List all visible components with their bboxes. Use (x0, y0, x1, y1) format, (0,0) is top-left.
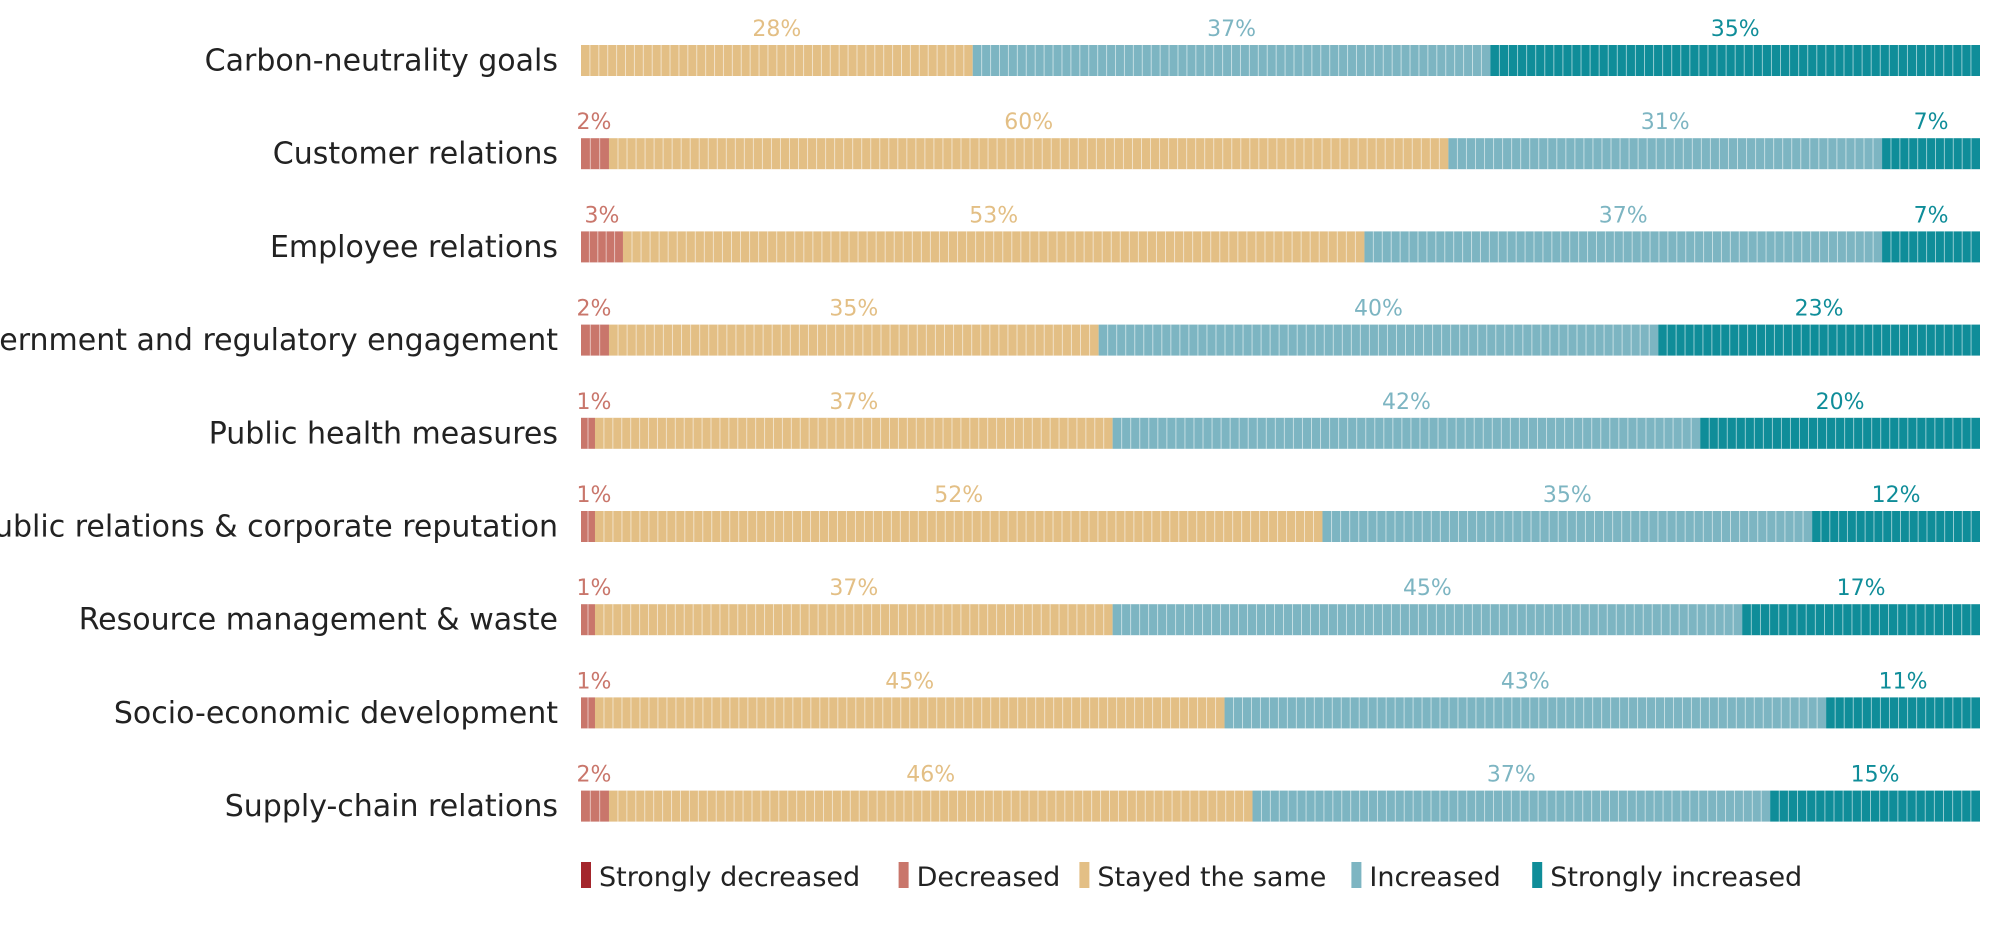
data-label-strongly-increased: 12% (1872, 483, 1921, 508)
data-label-stayed-the-same: 35% (829, 297, 878, 322)
data-label-decreased: 2% (577, 297, 612, 322)
data-label-strongly-increased: 20% (1816, 390, 1865, 415)
data-label-increased: 40% (1354, 297, 1403, 322)
bar-segment-strongly-increased (1882, 138, 1980, 170)
data-label-stayed-the-same: 46% (906, 763, 955, 788)
chart-legend: Strongly decreased Decreased Stayed the sa… (581, 862, 1802, 893)
data-label-decreased: 1% (577, 669, 612, 694)
legend-swatch (581, 862, 591, 888)
category-label: Socio-economic development (114, 696, 558, 731)
bar-segment-strongly-increased (1770, 790, 1980, 822)
bar-row-carbon-neutrality-goals: Carbon-neutrality goals 28% 37% 35% (205, 17, 1980, 79)
bar-segment-strongly-increased (1826, 697, 1980, 729)
legend-item-strongly-increased: Strongly increased (1532, 862, 1802, 893)
bar-segment-decreased (581, 231, 623, 263)
legend-label: Stayed the same (1097, 862, 1326, 893)
bar-segment-increased (1112, 417, 1701, 449)
bar-row-supply-chain-relations: Supply-chain relations 2% 46% 37% 15% (225, 763, 1980, 824)
data-label-decreased: 1% (577, 576, 612, 601)
bar-segment-strongly-increased (1812, 511, 1980, 542)
category-label: Customer relations (273, 137, 558, 172)
legend-item-strongly-decreased: Strongly decreased (581, 862, 860, 893)
data-label-stayed-the-same: 60% (1004, 110, 1053, 135)
data-label-increased: 37% (1599, 203, 1648, 228)
data-label-strongly-increased: 7% (1914, 203, 1949, 228)
data-label-decreased: 1% (577, 483, 612, 508)
data-label-strongly-increased: 23% (1795, 297, 1844, 322)
legend-swatch (1532, 862, 1543, 888)
data-label-increased: 31% (1641, 110, 1690, 135)
data-label-strongly-increased: 17% (1837, 576, 1886, 601)
data-label-strongly-increased: 15% (1851, 763, 1900, 788)
bar-segment-decreased (581, 790, 609, 822)
data-label-stayed-the-same: 37% (829, 576, 878, 601)
bar-segment-strongly-increased (1882, 231, 1980, 263)
data-label-decreased: 3% (585, 203, 620, 228)
data-label-stayed-the-same: 37% (829, 390, 878, 415)
data-label-decreased: 2% (577, 110, 612, 135)
data-label-increased: 42% (1382, 390, 1431, 415)
bar-segment-decreased (581, 138, 609, 170)
bar-row-employee-relations: Employee relations 3% 53% 37% 7% (270, 203, 1980, 265)
category-label: Carbon-neutrality goals (205, 44, 558, 79)
data-label-strongly-increased: 7% (1914, 110, 1949, 135)
legend-item-stayed-the-same: Stayed the same (1079, 862, 1326, 893)
bar-row-government-and-regulatory-engagement: Government and regulatory engagement 2% 35… (0, 297, 1980, 358)
legend-swatch (1351, 862, 1362, 888)
legend-label: Strongly decreased (599, 862, 860, 893)
data-label-decreased: 1% (577, 390, 612, 415)
category-label: Public relations & corporate reputation (0, 510, 558, 545)
legend-swatch (1079, 862, 1090, 888)
category-label: Government and regulatory engagement (0, 323, 558, 358)
bar-segment-decreased (581, 324, 609, 356)
legend-item-increased: Increased (1351, 862, 1501, 893)
data-label-strongly-increased: 35% (1711, 17, 1760, 42)
bar-row-resource-management-waste: Resource management & waste 1% 37% 45% 17% (79, 576, 1980, 638)
bar-segment-stayed-the-same (594, 511, 1323, 542)
bar-segment-stayed-the-same (608, 138, 1449, 170)
chart-rows: Carbon-neutrality goals 28% 37% 35% Customer… (0, 17, 1980, 824)
data-label-increased: 37% (1487, 763, 1536, 788)
legend-item-decreased: Decreased (898, 862, 1061, 893)
data-label-stayed-the-same: 28% (752, 17, 801, 42)
legend-swatch (898, 862, 909, 888)
bar-row-public-health-measures: Public health measures 1% 37% 42% 20% (209, 390, 1980, 451)
category-label: Employee relations (270, 230, 558, 265)
data-label-stayed-the-same: 52% (934, 483, 983, 508)
bar-row-public-relations-corporate-reputation: Public relations & corporate reputation 1… (0, 483, 1980, 545)
bar-segment-increased (1224, 697, 1827, 729)
data-label-decreased: 2% (577, 763, 612, 788)
category-label: Resource management & waste (79, 603, 558, 638)
legend-label: Increased (1369, 862, 1500, 893)
legend-label: Decreased (917, 862, 1061, 893)
category-label: Supply-chain relations (225, 789, 558, 824)
bar-segment-strongly-increased (1700, 417, 1980, 449)
category-label: Public health measures (209, 416, 558, 451)
data-label-increased: 45% (1403, 576, 1452, 601)
data-label-increased: 37% (1207, 17, 1256, 42)
legend-label: Strongly increased (1550, 862, 1802, 893)
data-label-strongly-increased: 11% (1879, 669, 1928, 694)
data-label-stayed-the-same: 53% (969, 203, 1018, 228)
data-label-increased: 43% (1501, 669, 1550, 694)
data-label-increased: 35% (1543, 483, 1592, 508)
data-label-stayed-the-same: 45% (885, 669, 934, 694)
bar-row-customer-relations: Customer relations 2% 60% 31% 7% (273, 110, 1980, 172)
bar-row-socio-economic-development: Socio-economic development 1% 45% 43% 11% (114, 669, 1980, 731)
